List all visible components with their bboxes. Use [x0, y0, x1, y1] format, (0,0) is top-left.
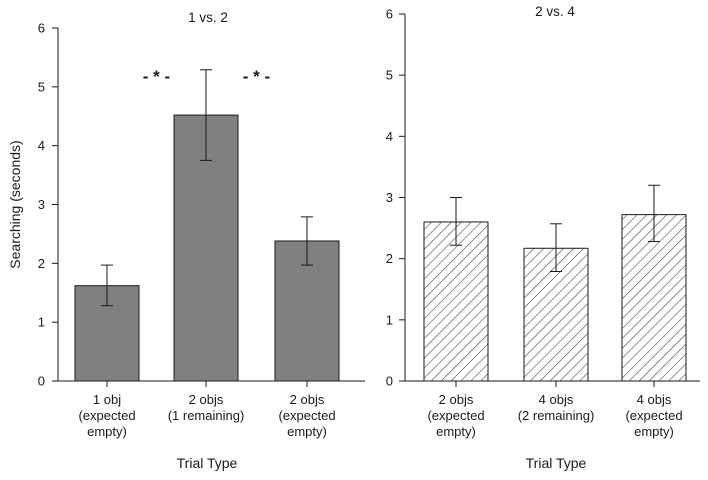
category-label: (2 remaining) [518, 408, 595, 423]
y-axis-title: Searching (seconds) [7, 140, 23, 268]
bar [621, 214, 687, 382]
y-tick-label: 1 [38, 315, 45, 330]
y-tick-label: 5 [386, 68, 393, 83]
y-tick-label: 0 [386, 374, 393, 389]
y-tick-label: 6 [386, 7, 393, 22]
y-tick-label: 0 [38, 374, 45, 389]
y-tick-label: 5 [38, 79, 45, 94]
category-label: (expected [427, 408, 484, 423]
y-tick-label: 1 [386, 312, 393, 327]
category-label: empty) [287, 424, 327, 439]
panel-title: 2 vs. 4 [535, 4, 575, 19]
category-label: (expected [625, 408, 682, 423]
significance-marker: - * - [243, 67, 270, 86]
bar [423, 221, 489, 382]
y-tick-label: 6 [38, 21, 45, 36]
category-label: 1 obj [93, 392, 121, 407]
panel-title: 1 vs. 2 [188, 10, 228, 25]
significance-marker: - * - [143, 67, 170, 86]
y-tick-label: 4 [386, 129, 393, 144]
x-axis-title: Trial Type [177, 455, 238, 471]
category-label: 4 objs [539, 392, 574, 407]
category-label: (expected [78, 408, 135, 423]
category-label: empty) [436, 424, 476, 439]
x-axis-title: Trial Type [526, 455, 587, 471]
y-tick-label: 3 [38, 197, 45, 212]
category-label: (1 remaining) [168, 408, 245, 423]
category-label: empty) [87, 424, 127, 439]
y-tick-label: 4 [38, 138, 45, 153]
category-label: 2 objs [290, 392, 325, 407]
category-label: (expected [278, 408, 335, 423]
category-label: 2 objs [439, 392, 474, 407]
category-label: empty) [634, 424, 674, 439]
y-tick-label: 2 [386, 251, 393, 266]
category-label: 4 objs [637, 392, 672, 407]
y-tick-label: 2 [38, 256, 45, 271]
category-label: 2 objs [189, 392, 224, 407]
y-tick-label: 3 [386, 190, 393, 205]
